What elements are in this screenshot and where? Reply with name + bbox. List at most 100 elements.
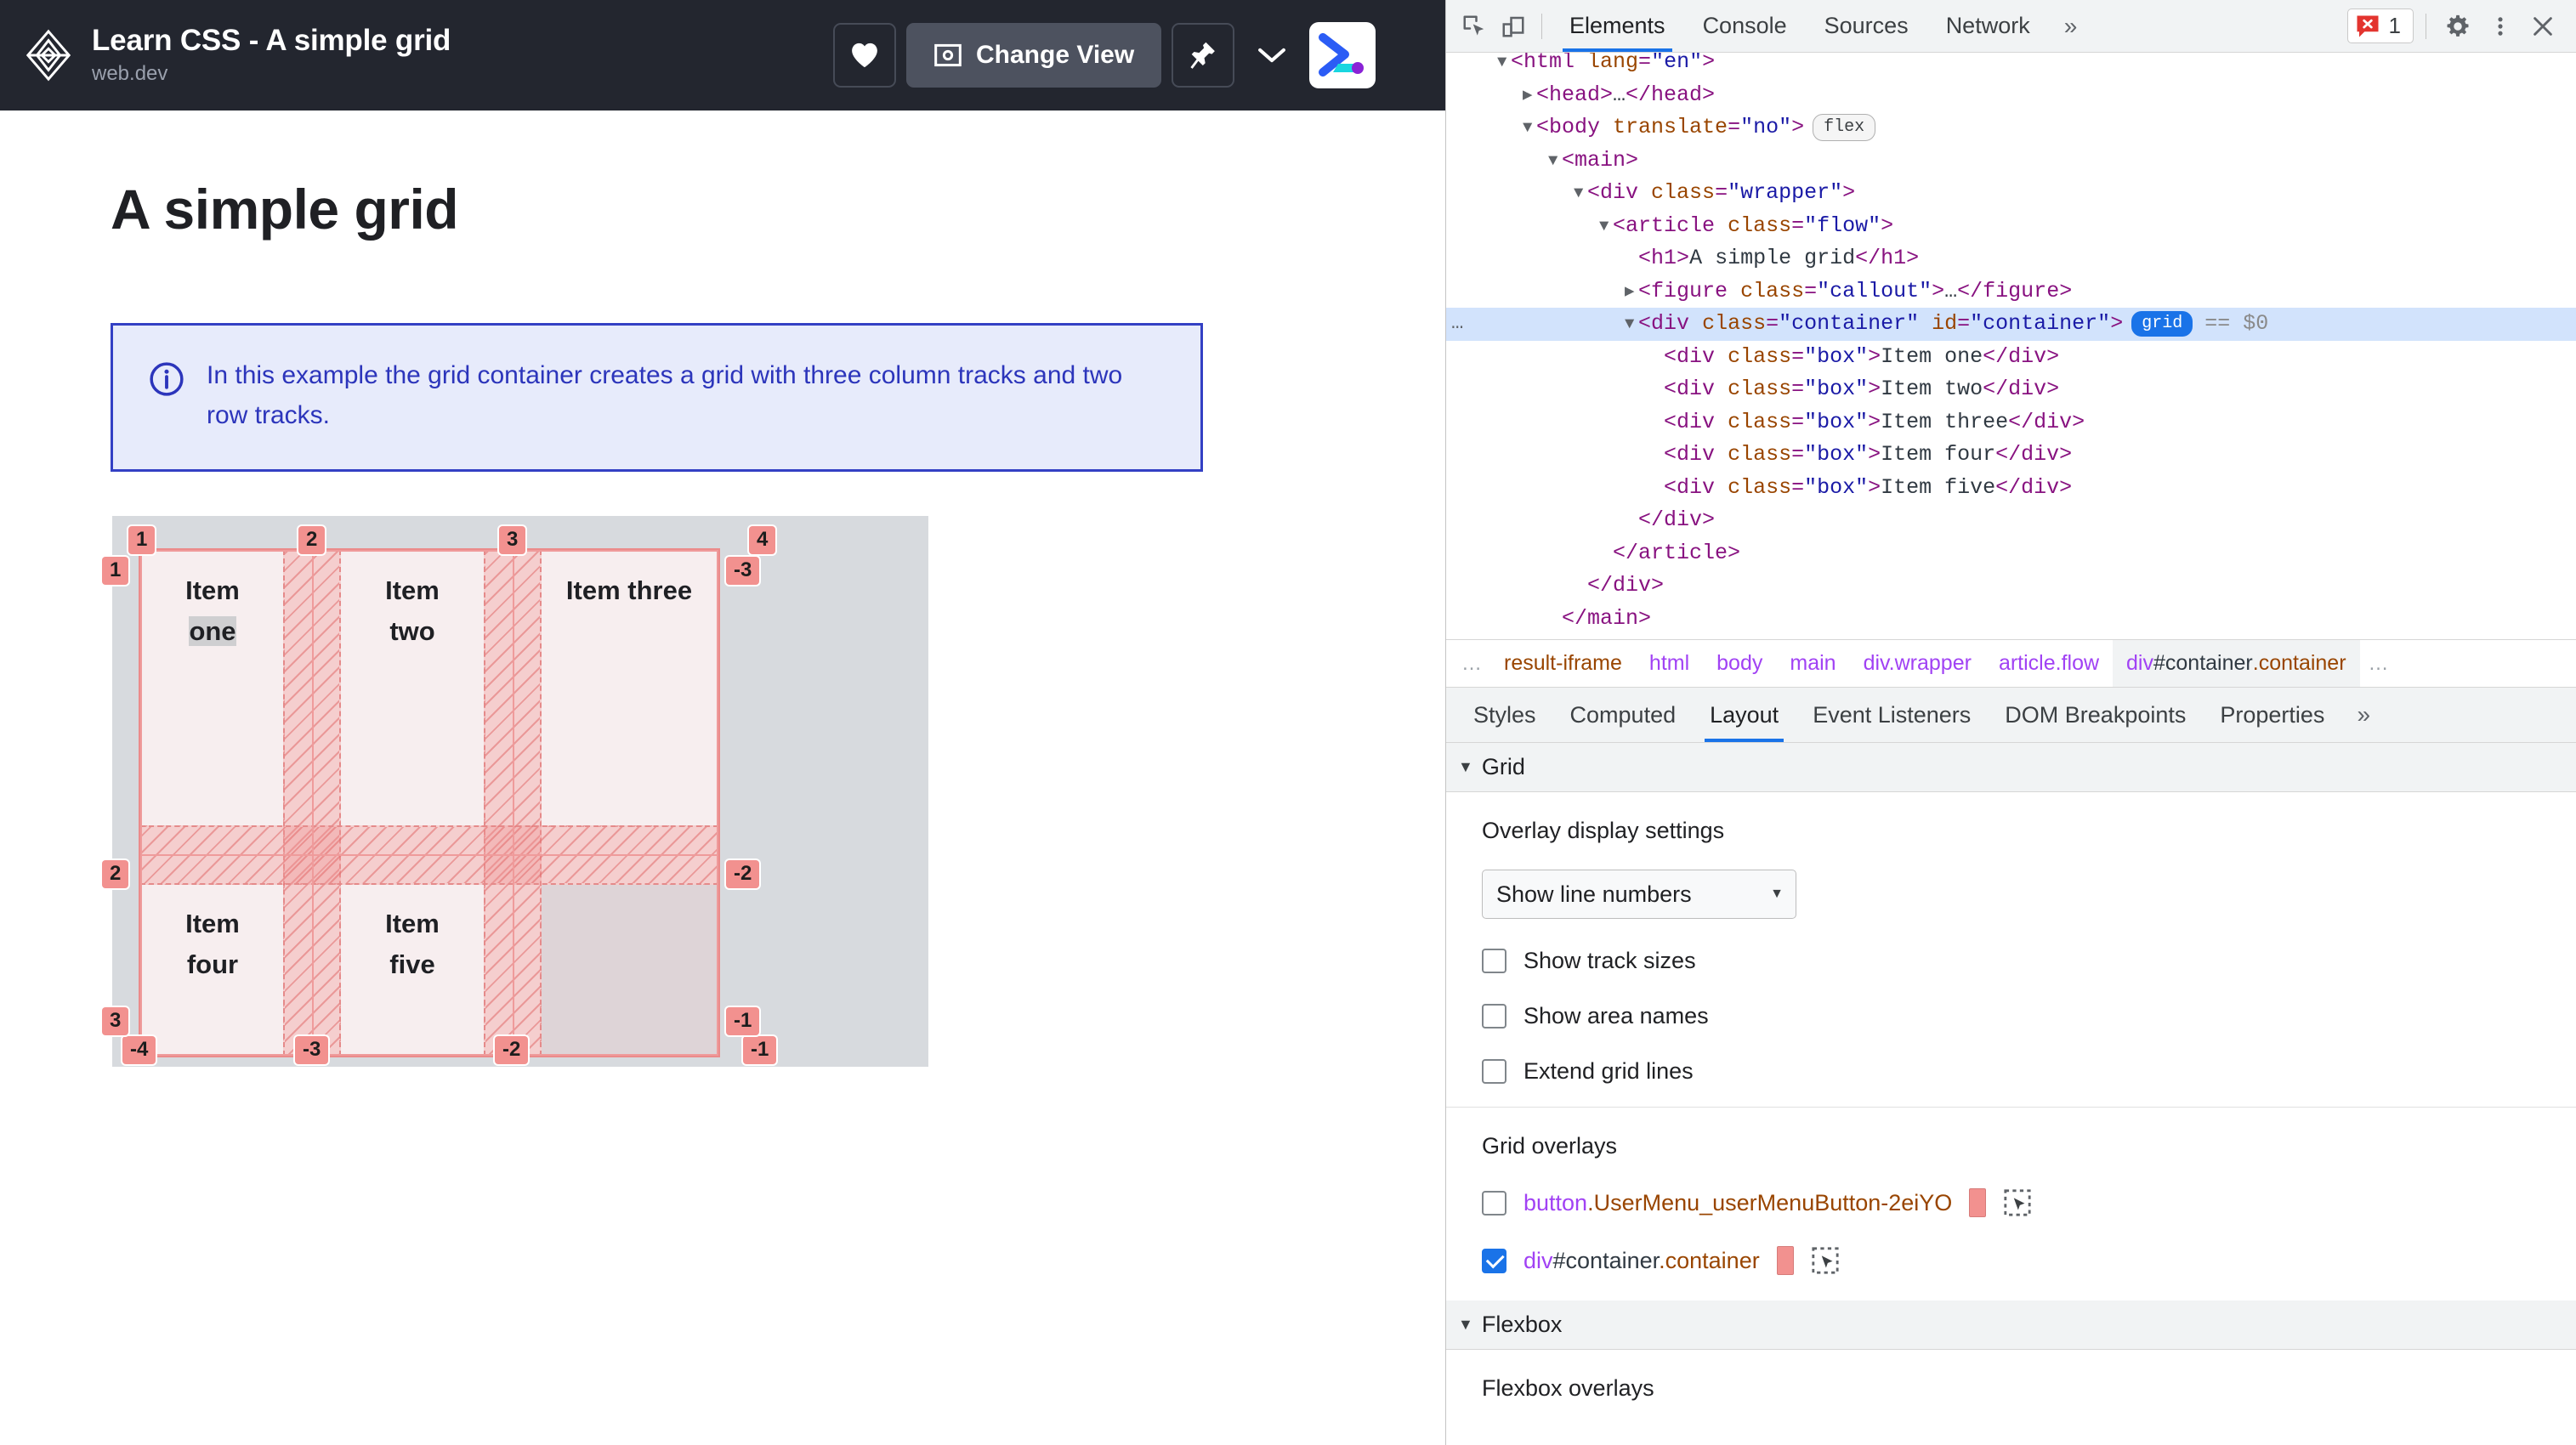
dom-tree-row[interactable]: </main> (1446, 603, 2576, 636)
breadcrumb-item[interactable]: div #container .container (2113, 640, 2360, 687)
gear-icon[interactable] (2438, 7, 2477, 46)
tab-console[interactable]: Console (1702, 13, 1787, 38)
color-swatch[interactable] (1776, 1246, 1794, 1275)
grid-section-header[interactable]: ▼ Grid (1446, 743, 2576, 792)
triangle-down-icon[interactable]: ▼ (1523, 118, 1533, 137)
select-element-icon[interactable] (2003, 1188, 2032, 1217)
dom-tag: = (1791, 212, 1805, 238)
flexbox-section-header[interactable]: ▼ Flexbox (1446, 1300, 2576, 1350)
breadcrumb-item[interactable]: body (1716, 651, 1763, 675)
dom-tree-row[interactable]: ▼ <div class = "wrapper" > (1446, 177, 2576, 210)
dom-attr: class (1715, 212, 1792, 238)
more-vertical-icon[interactable] (2481, 7, 2520, 46)
breadcrumb-item[interactable]: div.wrapper (1863, 651, 1972, 675)
sidebar-more-tabs-icon[interactable]: » (2357, 701, 2371, 728)
glitch-app-logo-button[interactable] (1309, 22, 1376, 88)
dom-tree-row[interactable]: </article> (1446, 537, 2576, 570)
sidebar-tab-dom-breakpoints[interactable]: DOM Breakpoints (2005, 701, 2187, 728)
more-tabs-icon[interactable]: » (2063, 12, 2078, 39)
dom-tree-row[interactable]: ▶ <head>… </head> (1446, 79, 2576, 112)
page-body: A simple grid In this example the grid c… (0, 177, 1445, 1067)
sidebar-tab-event-listeners[interactable]: Event Listeners (1813, 701, 1972, 728)
crumb-text: result-iframe (1504, 651, 1622, 675)
dom-tree-row[interactable]: ▶ <figure class = "callout" >… </figure> (1446, 275, 2576, 309)
color-swatch[interactable] (1969, 1188, 1987, 1217)
crumb-tag: div (2126, 651, 2153, 675)
dom-tree-row[interactable]: ▼ <article class = "flow" > (1446, 210, 2576, 243)
dom-tree-row[interactable]: <div class = "box" > Item five </div> (1446, 472, 2576, 505)
dom-tree-row[interactable]: </div> (1446, 504, 2576, 537)
dom-tree-row[interactable]: ▼ <html lang = "en" > (1446, 53, 2576, 79)
checkbox-label: Show area names (1523, 1003, 1709, 1028)
heart-icon (852, 42, 877, 68)
checkbox-box[interactable] (1482, 1190, 1506, 1216)
triangle-down-icon[interactable]: ▼ (1599, 216, 1609, 235)
change-view-button[interactable]: Change View (906, 23, 1162, 88)
dom-tree-row[interactable]: <div class = "box" > Item four </div> (1446, 439, 2576, 472)
checkbox-box[interactable] (1482, 1248, 1506, 1273)
dom-tag: <div (1638, 311, 1690, 336)
sidebar-tab-properties[interactable]: Properties (2220, 701, 2325, 728)
select-element-icon[interactable] (1811, 1246, 1840, 1275)
checkbox-extend-grid-lines[interactable]: Extend grid lines (1482, 1058, 2540, 1085)
dom-val: "flow" (1804, 212, 1881, 238)
show-line-numbers-select[interactable]: Show line numbers ▼ (1482, 870, 1796, 919)
header-dropdown-button[interactable] (1245, 23, 1299, 88)
checkbox-show-area-names[interactable]: Show area names (1482, 1003, 2540, 1029)
dom-tag: </article> (1613, 540, 1741, 565)
breadcrumb-overflow-right[interactable]: … (2368, 651, 2389, 675)
triangle-right-icon[interactable]: ▶ (1625, 281, 1635, 301)
chevron-down-icon (1258, 48, 1286, 63)
tab-sources[interactable]: Sources (1824, 13, 1909, 38)
checkbox-show-track-sizes[interactable]: Show track sizes (1482, 948, 2540, 974)
triangle-down-icon[interactable]: ▼ (1497, 53, 1507, 71)
breadcrumb-overflow-left[interactable]: … (1461, 651, 1482, 675)
grid-line-row-1 (140, 550, 718, 552)
dom-tag: <figure (1638, 278, 1728, 303)
grid-overlay-row-container[interactable]: div#container.container (1482, 1246, 2540, 1275)
sidebar-tab-styles[interactable]: Styles (1473, 701, 1536, 728)
dom-tree-row[interactable]: <div class = "box" > Item three </div> (1446, 406, 2576, 439)
grid-overlay-selector[interactable]: div#container.container (1523, 1248, 1760, 1274)
triangle-down-icon[interactable]: ▼ (1574, 184, 1584, 202)
dom-tree-row[interactable]: ▼ <body translate = "no" > flex (1446, 111, 2576, 144)
dom-tree-row[interactable]: … ▼ <div class = "container" id = "container"… (1446, 308, 2576, 341)
dom-tag: > (1791, 115, 1805, 139)
pin-button[interactable] (1172, 23, 1235, 88)
breadcrumb-item[interactable]: result-iframe (1490, 640, 1636, 687)
inspect-cursor-icon[interactable] (1455, 7, 1494, 46)
indent (1446, 53, 1497, 79)
triangle-down-icon[interactable]: ▼ (1548, 150, 1558, 170)
grid-item-four-line2: four (186, 949, 239, 980)
grid-line-label-row-right-1: -3 (726, 557, 760, 585)
tab-elements[interactable]: Elements (1551, 0, 1684, 52)
grid-overlay-selector[interactable]: button.UserMenu_userMenuButton-2eiYO (1523, 1190, 1952, 1216)
dom-attr: lang (1575, 53, 1639, 74)
grid-overlays-section: Grid overlays button.UserMenu_userMenuBu… (1446, 1108, 2576, 1300)
device-toolbar-icon[interactable] (1494, 7, 1533, 46)
favorite-button[interactable] (833, 23, 896, 88)
flex-badge[interactable]: flex (1813, 114, 1876, 142)
error-count-badge[interactable]: 1 (2346, 8, 2414, 43)
grid-badge[interactable]: grid (2131, 311, 2193, 337)
dom-tree-row[interactable]: ▼ <main> (1446, 144, 2576, 178)
dom-row-gutter-dots[interactable]: … (1451, 312, 1464, 335)
breadcrumb-item[interactable]: main (1790, 651, 1836, 675)
grid-overlay-row-usermenu[interactable]: button.UserMenu_userMenuButton-2eiYO (1482, 1188, 2540, 1217)
sidebar-tab-computed[interactable]: Computed (1569, 701, 1677, 728)
dom-val: "box" (1804, 343, 1869, 369)
tab-network[interactable]: Network (1945, 13, 2030, 38)
close-icon[interactable] (2523, 7, 2562, 46)
triangle-none (1650, 373, 1664, 406)
triangle-right-icon[interactable]: ▶ (1523, 85, 1533, 105)
dom-tag: </head> (1626, 82, 1716, 107)
dom-tree-row[interactable]: <div class = "box" > Item two </div> (1446, 373, 2576, 406)
dom-tree[interactable]: ▼ <html lang = "en" > ▶ <head>… </head> ▼ <body… (1446, 53, 2576, 639)
triangle-down-icon[interactable]: ▼ (1625, 314, 1635, 333)
dom-tree-row[interactable]: </div> (1446, 570, 2576, 603)
dom-tree-row[interactable]: <h1> A simple grid </h1> (1446, 242, 2576, 275)
breadcrumb-item[interactable]: html (1648, 651, 1690, 675)
dom-tree-row[interactable]: <div class = "box" > Item one </div> (1446, 341, 2576, 374)
sidebar-tab-layout[interactable]: Layout (1693, 688, 1796, 742)
breadcrumb-item[interactable]: article.flow (1998, 651, 2100, 675)
